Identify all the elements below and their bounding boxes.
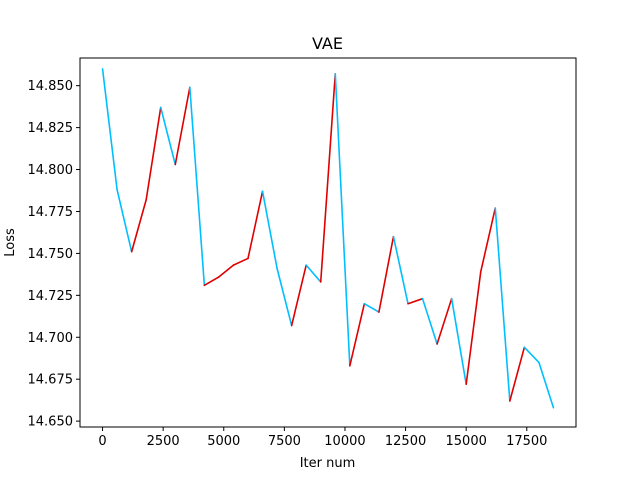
line-segment: [159, 106, 177, 166]
x-tick-label: 5000: [207, 434, 240, 449]
line-segment: [276, 267, 293, 327]
line-segment: [334, 73, 351, 367]
y-tick-label: 14.700: [28, 331, 74, 346]
y-tick-label: 14.775: [28, 205, 74, 220]
y-axis: 14.650 14.675 14.700 14.725 14.750 14.775 14.8…: [28, 79, 80, 430]
line-segment: [407, 297, 424, 305]
line-segment: [421, 297, 438, 345]
y-tick-label: 14.725: [28, 289, 74, 304]
line-segment: [305, 264, 322, 283]
line-segment: [436, 297, 453, 345]
line-segment: [218, 264, 235, 278]
y-tick-label: 14.750: [28, 247, 74, 262]
line-segment: [247, 190, 264, 260]
line-segment: [145, 106, 162, 201]
x-tick-label: 10000: [324, 434, 365, 449]
y-tick-label: 14.675: [28, 373, 74, 388]
line-segment: [232, 257, 249, 266]
x-axis: 0 2500 5000 7500 10000 12500 15000 17500: [98, 427, 547, 449]
x-tick-label: 2500: [147, 434, 180, 449]
line-segment: [392, 235, 409, 305]
line-segment: [261, 190, 278, 270]
y-tick-label: 14.800: [28, 163, 74, 178]
y-tick-label: 14.825: [28, 121, 74, 136]
line-segment: [538, 361, 555, 409]
line-segment: [319, 73, 337, 283]
line-segment: [101, 68, 118, 191]
line-segment: [349, 302, 366, 367]
line-segment: [363, 302, 380, 313]
line-segment: [290, 264, 307, 327]
x-tick-label: 17500: [506, 434, 547, 449]
y-tick-label: 14.850: [28, 79, 74, 94]
plot-frame: [79, 57, 577, 428]
line-segment: [174, 86, 191, 166]
line-segment: [203, 276, 220, 287]
line-segment: [479, 207, 497, 273]
chart-title: VAE: [312, 34, 343, 53]
line-segment: [378, 235, 395, 313]
x-axis-label: Iter num: [300, 456, 356, 471]
line-segment: [509, 346, 526, 402]
line-segment: [116, 188, 133, 253]
line-segment: [465, 271, 482, 386]
line-segment: [189, 86, 206, 287]
x-tick-label: 7500: [268, 434, 301, 449]
y-tick-label: 14.650: [28, 415, 74, 430]
x-tick-label: 0: [98, 434, 106, 449]
line-segment: [523, 346, 540, 364]
y-axis-label: Loss: [3, 228, 18, 257]
line-segment: [130, 198, 147, 253]
x-tick-label: 12500: [385, 434, 426, 449]
line-segment: [450, 297, 467, 386]
plot-lines: [101, 68, 555, 409]
line-segment: [494, 207, 511, 402]
x-tick-label: 15000: [446, 434, 487, 449]
